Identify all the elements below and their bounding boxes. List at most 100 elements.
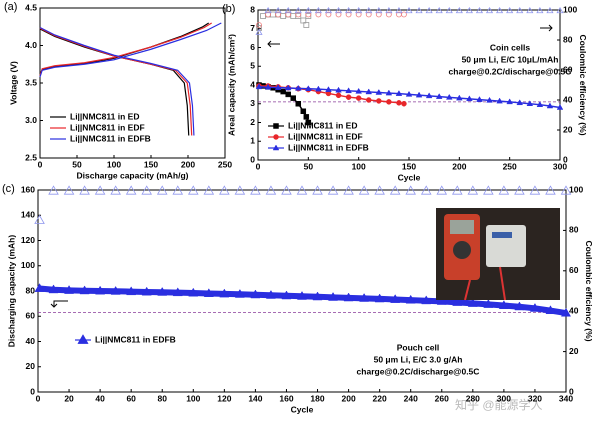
marker — [255, 28, 263, 35]
marker — [284, 84, 292, 91]
marker — [445, 93, 453, 100]
marker — [560, 185, 572, 195]
x-tick-label: 250 — [218, 159, 232, 169]
marker — [256, 22, 262, 28]
y-tick-label: 7 — [250, 23, 255, 33]
marker — [219, 185, 230, 195]
marker — [420, 185, 432, 195]
x-tick-label: 0 — [36, 393, 41, 403]
marker — [452, 185, 463, 195]
y-axis-label: Areal capacity (mAh/cm²) — [226, 34, 236, 136]
marker — [475, 6, 484, 14]
marker — [546, 102, 554, 109]
marker — [421, 295, 432, 305]
marker — [374, 293, 385, 303]
marker — [63, 185, 75, 195]
marker — [345, 6, 353, 14]
marker — [452, 297, 463, 306]
marker — [545, 185, 556, 195]
marker — [300, 108, 307, 114]
y-tick-label: 80 — [26, 285, 36, 295]
marker — [296, 291, 308, 300]
marker — [141, 185, 152, 195]
y-tick-label: 0 — [30, 386, 35, 396]
marker — [48, 185, 59, 195]
marker — [390, 294, 401, 303]
marker — [264, 6, 272, 14]
marker — [456, 94, 463, 101]
y-tick-label: 2 — [250, 117, 255, 127]
legend-label: Li||NMC811 in ED — [288, 120, 357, 130]
marker — [274, 6, 282, 14]
marker — [355, 87, 362, 94]
x-tick-label: 160 — [279, 393, 293, 403]
marker — [536, 6, 544, 14]
y-axis-label: Voltage (V) — [8, 61, 18, 105]
voltage-curve — [39, 22, 222, 136]
marker — [312, 291, 323, 301]
marker — [516, 6, 524, 14]
marker — [496, 97, 503, 104]
y-tick-label: 4.0 — [25, 40, 37, 50]
marker — [483, 299, 494, 308]
marker — [345, 11, 352, 18]
legend-label: Li||NMC811 in EDF — [70, 122, 145, 132]
x-tick-label: 340 — [559, 393, 573, 403]
marker — [300, 17, 307, 24]
marker — [256, 25, 262, 31]
y-axis-label: Discharging capacity (mAh) — [6, 235, 16, 348]
marker — [483, 185, 494, 195]
y-tick-label: 120 — [21, 235, 35, 245]
x-tick-label: 80 — [158, 393, 168, 403]
marker — [376, 98, 382, 104]
marker — [486, 96, 493, 103]
marker — [295, 11, 302, 18]
marker — [385, 6, 393, 14]
marker — [529, 185, 541, 195]
marker — [529, 302, 540, 312]
x-tick-label: 140 — [248, 393, 262, 403]
marker — [95, 285, 106, 295]
x-tick-label: 180 — [310, 393, 324, 403]
marker — [545, 305, 556, 315]
marker — [255, 83, 263, 90]
y-tick-label: 1 — [250, 136, 255, 146]
marker — [365, 97, 372, 103]
marker — [465, 6, 473, 14]
marker — [476, 96, 483, 102]
marker — [395, 6, 403, 14]
annotation: 50 μm Li, E/C 3.0 g/Ah — [374, 354, 463, 364]
marker — [126, 286, 137, 296]
marker — [285, 11, 292, 18]
marker — [303, 114, 310, 120]
annotation: 50 μm Li, E/C 10μL/mAh — [462, 54, 559, 64]
x-tick-label: 0 — [256, 161, 261, 171]
x-tick-label: 20 — [64, 393, 74, 403]
marker — [314, 6, 322, 14]
marker — [315, 11, 322, 18]
marker — [401, 101, 407, 107]
marker — [34, 283, 45, 292]
x-tick-label: 40 — [95, 393, 105, 403]
y2-tick-label: 0 — [569, 386, 574, 396]
marker — [290, 95, 296, 101]
marker — [345, 94, 352, 100]
y2-tick-label: 80 — [563, 34, 573, 44]
marker — [498, 185, 510, 195]
marker — [405, 185, 416, 195]
marker — [425, 92, 433, 99]
marker — [365, 6, 373, 14]
y-tick-label: 20 — [26, 361, 36, 371]
marker — [304, 6, 312, 14]
y-tick-label: 2.5 — [25, 152, 37, 162]
marker — [436, 185, 448, 195]
marker — [327, 185, 339, 195]
marker — [77, 334, 89, 344]
marker — [203, 288, 214, 297]
x-tick-label: 260 — [435, 393, 449, 403]
marker — [355, 11, 362, 18]
watermark: 知乎 @能源学人 — [455, 397, 543, 412]
x-tick-label: 150 — [402, 161, 416, 171]
marker — [556, 103, 564, 110]
marker — [425, 6, 433, 14]
